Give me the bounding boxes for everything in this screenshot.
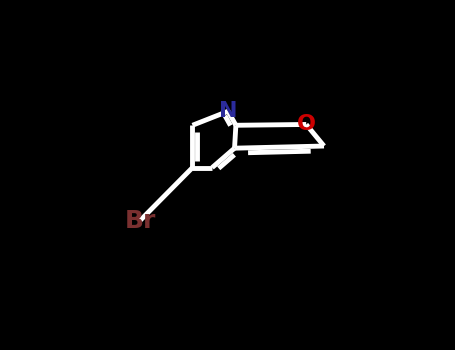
Text: Br: Br [124, 209, 156, 233]
Text: N: N [219, 101, 238, 121]
Text: O: O [297, 114, 316, 134]
